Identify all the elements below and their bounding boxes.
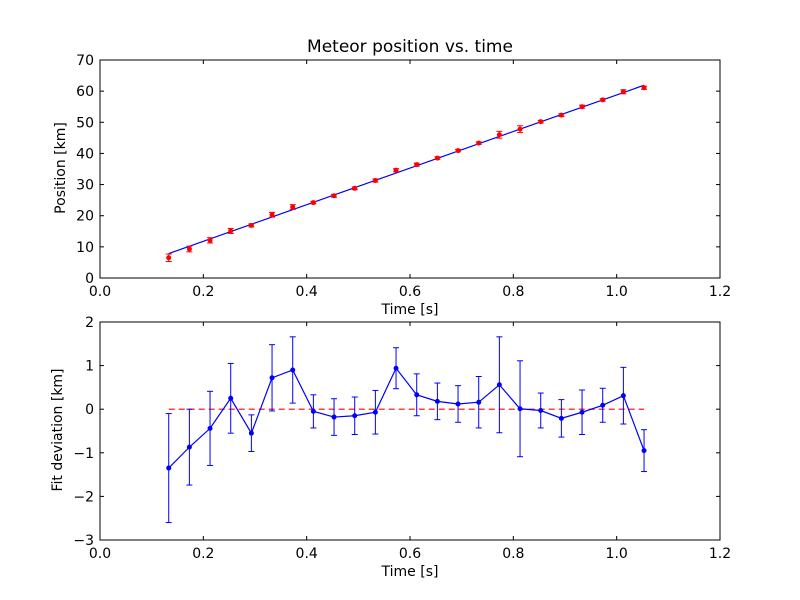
y-tick-label: 40 [76, 146, 94, 162]
data-point [414, 162, 420, 168]
axis-ticks: 0.0 0.2 0.4 0.6 0.8 1.0 1.2 −3 −2 −1 0 1 2 [73, 315, 731, 562]
x-tick-label: 0.2 [192, 284, 214, 300]
data-point [476, 399, 482, 405]
position-chart: Meteor position vs. time 0.0 0.2 0.4 0.6 0.8… [53, 37, 731, 318]
data-point [228, 228, 234, 234]
x-tick-label: 0.6 [399, 546, 421, 562]
plot-area [165, 336, 648, 524]
data-point [248, 222, 254, 228]
x-axis-label: Time [s] [381, 302, 439, 318]
data-point [641, 85, 647, 91]
x-tick-label: 1.0 [606, 546, 628, 562]
data-point [496, 382, 502, 388]
data-point [538, 408, 544, 414]
data-point [331, 414, 337, 420]
x-tick-label: 0.8 [502, 284, 524, 300]
deviation-line [168, 367, 645, 469]
data-point [269, 212, 275, 218]
data-point [290, 204, 296, 210]
y-tick-label: 1 [85, 359, 94, 375]
y-tick-label: 50 [76, 115, 94, 131]
data-point [248, 430, 254, 436]
data-point [579, 104, 585, 110]
data-point [372, 409, 378, 415]
data-point [166, 255, 172, 261]
chart-title: Meteor position vs. time [307, 37, 513, 57]
data-point [496, 132, 502, 138]
x-tick-label: 0.6 [399, 284, 421, 300]
data-point [517, 406, 523, 412]
x-tick-label: 0.2 [192, 546, 214, 562]
data-point [558, 112, 564, 118]
y-tick-label: 60 [76, 84, 94, 100]
x-tick-label: 1.2 [709, 284, 731, 300]
y-tick-label: −2 [73, 489, 94, 505]
data-point [290, 367, 296, 373]
data-point [372, 178, 378, 184]
x-tick-label: 0.4 [296, 546, 318, 562]
data-point [352, 413, 358, 419]
data-point [331, 193, 337, 199]
y-axis-label: Position [km] [53, 122, 69, 214]
x-tick-label: 0.4 [296, 284, 318, 300]
data-point [166, 465, 172, 471]
data-point [352, 185, 358, 191]
x-tick-label: 0.8 [502, 546, 524, 562]
data-point [600, 402, 606, 408]
y-tick-label: 2 [85, 315, 94, 331]
y-tick-label: 0 [85, 402, 94, 418]
plot-area [165, 84, 648, 262]
data-point [600, 97, 606, 103]
data-point [186, 444, 192, 450]
data-point [455, 148, 461, 154]
axis-ticks: 0.0 0.2 0.4 0.6 0.8 1.0 1.2 0 10 20 30 40 50 60 70 [76, 53, 731, 300]
fit-line [168, 84, 645, 255]
data-point [476, 140, 482, 146]
y-tick-label: −3 [73, 533, 94, 549]
data-point [558, 415, 564, 421]
y-axis-label: Fit deviation [km] [50, 368, 66, 491]
data-point [434, 398, 440, 404]
data-point [393, 167, 399, 173]
y-tick-label: −1 [73, 446, 94, 462]
data-point [620, 393, 626, 399]
data-point [620, 89, 626, 95]
data-point [414, 392, 420, 398]
data-point [641, 448, 647, 454]
data-point [228, 395, 234, 401]
data-point [393, 365, 399, 371]
data-point [455, 401, 461, 407]
data-point [310, 408, 316, 414]
x-axis-label: Time [s] [381, 564, 439, 580]
x-tick-label: 0.0 [89, 546, 111, 562]
data-point [269, 375, 275, 381]
data-point [538, 119, 544, 125]
y-tick-label: 0 [85, 271, 94, 287]
x-tick-label: 1.0 [606, 284, 628, 300]
data-point [186, 246, 192, 252]
data-point [434, 155, 440, 161]
y-tick-label: 30 [76, 178, 94, 194]
data-point [579, 409, 585, 415]
y-tick-label: 10 [76, 240, 94, 256]
data-point [310, 200, 316, 206]
x-tick-label: 1.2 [709, 546, 731, 562]
data-point [517, 126, 523, 132]
data-point [207, 237, 213, 243]
y-tick-label: 70 [76, 53, 94, 69]
data-point [207, 425, 213, 431]
x-tick-label: 0.0 [89, 284, 111, 300]
y-tick-label: 20 [76, 209, 94, 225]
